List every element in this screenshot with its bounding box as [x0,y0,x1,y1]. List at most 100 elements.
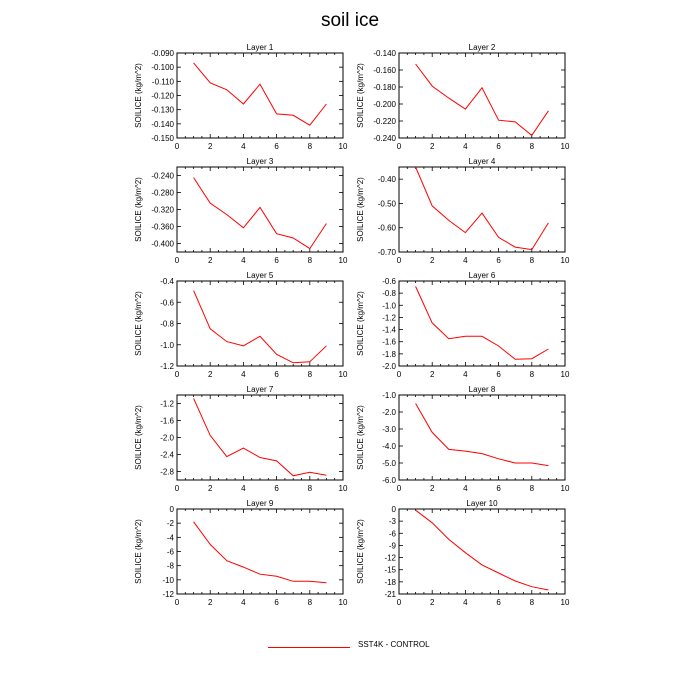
x-tick-label: 6 [274,598,279,607]
y-tick-label: -0.8 [382,289,396,298]
x-tick-label: 2 [430,598,435,607]
chart-panel-5: Layer 5 SOILICE (kg/m^2) 0 2 4 6 8 10 -1.2 -1.0 -0… [134,271,348,379]
x-tick-label: 4 [241,256,246,265]
y-tick-label: -0.280 [151,189,174,198]
series-line [415,167,549,251]
x-tick-label: 8 [308,598,313,607]
x-tick-label: 4 [241,370,246,379]
x-tick-label: 0 [175,598,180,607]
y-tick-label: -4 [167,533,175,542]
y-tick-label: -1.6 [160,417,174,426]
y-tick-label: -0.200 [373,100,396,109]
series-line [415,286,549,360]
series-line [193,521,327,584]
y-tick-label: -5.0 [382,459,396,468]
x-tick-label: 8 [308,142,313,151]
y-tick-label: -6 [167,548,175,557]
y-tick-label: -0.400 [151,240,174,249]
x-tick-label: 6 [274,484,279,493]
x-tick-label: 2 [208,256,213,265]
y-tick-label: -0.360 [151,223,174,232]
y-tick-label: -0.60 [378,224,397,233]
panel-title: Layer 9 [247,499,274,508]
plot-frame [398,508,566,595]
y-tick-label: -1.0 [160,341,174,350]
y-axis-label: SOILICE (kg/m^2) [356,291,365,356]
x-tick-label: 4 [241,142,246,151]
chart-panel-9: Layer 9 SOILICE (kg/m^2) 0 2 4 6 8 10 -12 -10 -8 -6… [134,499,348,607]
y-tick-label: -1.2 [382,313,396,322]
x-tick-label: 8 [530,256,535,265]
series-line [415,509,549,591]
plot-frame [176,508,344,595]
legend-label: SST4K - CONTROL [358,640,430,649]
y-tick-label: -1.8 [382,350,396,359]
x-tick-label: 10 [339,142,348,151]
y-tick-label: -15 [384,566,396,575]
x-tick-label: 2 [208,484,213,493]
x-tick-label: 6 [274,256,279,265]
y-tick-label: -12 [384,554,396,563]
y-tick-label: -1.4 [382,326,396,335]
x-tick-label: 2 [208,142,213,151]
panel-title: Layer 2 [469,43,496,52]
x-tick-label: 8 [308,484,313,493]
x-tick-label: 10 [561,484,570,493]
series-line [193,398,327,477]
y-tick-label: -0.4 [160,277,174,286]
y-axis-label: SOILICE (kg/m^2) [134,63,143,128]
y-axis-label: SOILICE (kg/m^2) [134,405,143,470]
y-tick-label: -0.140 [373,49,396,58]
x-tick-label: 10 [561,142,570,151]
y-tick-label: -0.100 [151,63,174,72]
x-tick-label: 8 [530,598,535,607]
x-tick-label: 2 [430,142,435,151]
x-tick-label: 2 [430,256,435,265]
plot-frame [176,394,344,481]
x-tick-label: 0 [175,484,180,493]
chart-panel-3: Layer 3 SOILICE (kg/m^2) 0 2 4 6 8 10 -0.400 -0.3… [134,157,348,265]
y-tick-label: -0.130 [151,106,174,115]
x-tick-label: 6 [496,142,501,151]
y-tick-label: -1.0 [382,391,396,400]
chart-panel-6: Layer 6 SOILICE (kg/m^2) 0 2 4 6 8 10 -2.0 -1.8 -1… [356,271,570,379]
y-tick-label: -18 [384,578,396,587]
x-tick-label: 10 [339,370,348,379]
series-line [415,403,549,467]
y-tick-label: -8 [167,562,175,571]
x-tick-label: 4 [241,598,246,607]
y-tick-label: 0 [170,505,175,514]
series-line [193,62,327,126]
y-tick-label: -1.2 [160,362,174,371]
y-tick-label: -2 [167,519,175,528]
plot-frame [398,280,566,367]
chart-panel-10: Layer 10 SOILICE (kg/m^2) 0 2 4 6 8 10 -21 -18 -15… [356,499,570,607]
x-tick-label: 0 [175,256,180,265]
plot-frame [176,52,344,139]
y-tick-label: -3.0 [382,425,396,434]
panel-title: Layer 10 [466,499,498,508]
y-tick-label: -12 [162,590,174,599]
x-tick-label: 0 [397,256,402,265]
plot-frame [176,166,344,253]
y-tick-label: -0.220 [373,117,396,126]
chart-panel-8: Layer 8 SOILICE (kg/m^2) 0 2 4 6 8 10 -6.0 -5.0 -4… [356,385,570,493]
x-tick-label: 4 [463,142,468,151]
y-tick-label: -0.240 [151,172,174,181]
x-tick-label: 0 [175,142,180,151]
plot-frame [398,52,566,139]
y-tick-label: -2.0 [382,408,396,417]
plot-frame [398,394,566,481]
y-tick-label: -0.140 [151,120,174,129]
y-tick-label: -0.70 [378,248,397,257]
y-tick-label: -0.090 [151,49,174,58]
x-tick-label: 6 [274,370,279,379]
y-tick-label: -1.6 [382,338,396,347]
y-axis-label: SOILICE (kg/m^2) [134,177,143,242]
x-tick-label: 0 [397,598,402,607]
y-axis-label: SOILICE (kg/m^2) [356,63,365,128]
x-tick-label: 0 [397,142,402,151]
y-tick-label: -2.4 [160,451,174,460]
y-axis-label: SOILICE (kg/m^2) [356,405,365,470]
x-tick-label: 0 [397,484,402,493]
